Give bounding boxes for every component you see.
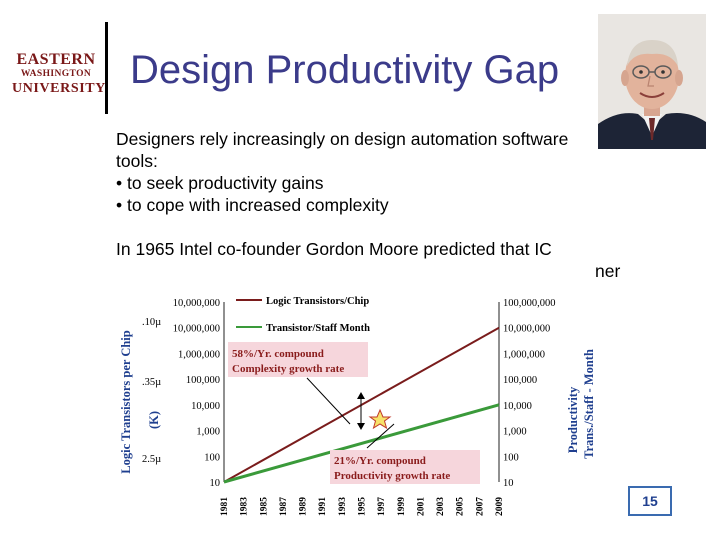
- university-logo: EASTERN WASHINGTON UNIVERSITY: [12, 51, 106, 96]
- productivity-callout-arrow: [366, 423, 395, 449]
- chart-svg: 10 100 1,000 10,000 100,000 1,000,000 10,000,0…: [119, 296, 596, 516]
- y-left-tick-label: 10,000: [191, 401, 220, 412]
- process-node-label: .35µ: [142, 377, 161, 388]
- x-tick-label: 2009: [495, 497, 505, 516]
- y-left-tick-label: 10: [210, 478, 221, 489]
- page-number: 15: [628, 486, 672, 516]
- complexity-callout-line-1: 58%/Yr. compound: [232, 348, 324, 360]
- legend-label-productivity: Transistor/Staff Month: [266, 323, 370, 334]
- body-spacer: [116, 216, 716, 238]
- complexity-callout-arrow: [306, 377, 351, 425]
- x-tick-label: 2001: [416, 497, 426, 516]
- y-left-tick-label: 1,000,000: [178, 349, 220, 360]
- x-tick-label: 1981: [220, 497, 230, 516]
- y-left-tick-label: 1,000: [196, 427, 220, 438]
- y-left-tick-label: 100: [204, 452, 220, 463]
- complexity-callout-box: [228, 342, 368, 377]
- body-line: Designers rely increasingly on design au…: [116, 129, 569, 149]
- x-tick-label: 1987: [279, 497, 289, 516]
- y-left-tick-label: 10,000,000: [173, 324, 220, 335]
- star-marker: [368, 408, 392, 430]
- process-node-label: .10µ: [142, 317, 161, 328]
- productivity-callout-line-2: Productivity growth rate: [334, 470, 450, 482]
- body-line: tools:: [116, 151, 158, 171]
- y-right-tick-label: 1,000,000: [503, 349, 545, 360]
- y-right-tick-label: 10,000,000: [503, 324, 550, 335]
- slide-title: Design Productivity Gap: [130, 48, 560, 92]
- title-divider: [105, 22, 108, 114]
- y-right-tick-label: 1,000: [503, 427, 527, 438]
- y-right-tick-label: 10,000: [503, 401, 532, 412]
- bullet-item: • to seek productivity gains: [116, 173, 324, 193]
- bullet-item: • to cope with increased complexity: [116, 195, 389, 215]
- x-tick-label: 2003: [436, 497, 446, 516]
- y-right-tick-label: 100,000,000: [503, 298, 556, 309]
- logo-line-1: EASTERN: [16, 51, 96, 68]
- slide-body: Designers rely increasingly on design au…: [116, 128, 716, 282]
- x-tick-label: 1985: [259, 497, 269, 516]
- productivity-callout-box: [330, 450, 480, 484]
- x-tick-label: 1991: [318, 497, 328, 516]
- x-tick-label: 1997: [377, 497, 387, 516]
- body-line: In 1965 Intel co-founder Gordon Moore pr…: [116, 239, 552, 259]
- logo-line-2: WASHINGTON: [20, 69, 92, 79]
- body-line-fragment: ner: [595, 261, 621, 281]
- gap-arrow-head-up: [357, 392, 365, 399]
- x-tick-label: 1989: [299, 497, 309, 516]
- legend-label-logic: Logic Transistors/Chip: [266, 296, 369, 307]
- x-tick-label: 1993: [338, 497, 348, 516]
- x-tick-label: 2005: [456, 497, 466, 516]
- x-tick-label: 1999: [397, 497, 407, 516]
- y-right-tick-label: 100,000: [503, 375, 537, 386]
- gap-arrow-head-down: [357, 423, 365, 430]
- logo-line-3: UNIVERSITY: [12, 80, 106, 96]
- portrait-photo: [598, 14, 706, 149]
- y-right-tick-label: 100: [503, 452, 519, 463]
- y-right-axis-label: Productivity: [566, 386, 580, 453]
- productivity-callout-line-1: 21%/Yr. compound: [334, 455, 426, 467]
- process-node-label: 2.5µ: [142, 454, 161, 465]
- x-tick-label: 1983: [240, 497, 250, 516]
- x-tick-label: 2007: [475, 497, 485, 516]
- y-right-axis-unit: Trans./Staff - Month: [582, 349, 596, 459]
- x-tick-label: 1995: [358, 497, 368, 516]
- y-left-axis-label: Logic Transistors per Chip: [119, 330, 133, 473]
- productivity-line: [223, 403, 500, 484]
- y-left-tick-label: 100,000: [186, 375, 220, 386]
- y-left-axis-unit: (K): [147, 411, 161, 429]
- complexity-callout-line-2: Complexity growth rate: [232, 363, 344, 375]
- productivity-gap-chart: 10 100 1,000 10,000 100,000 1,000,000 10,000,0…: [112, 290, 618, 522]
- y-right-tick-label: 10: [503, 478, 514, 489]
- y-left-tick-label: 10,000,000: [173, 298, 220, 309]
